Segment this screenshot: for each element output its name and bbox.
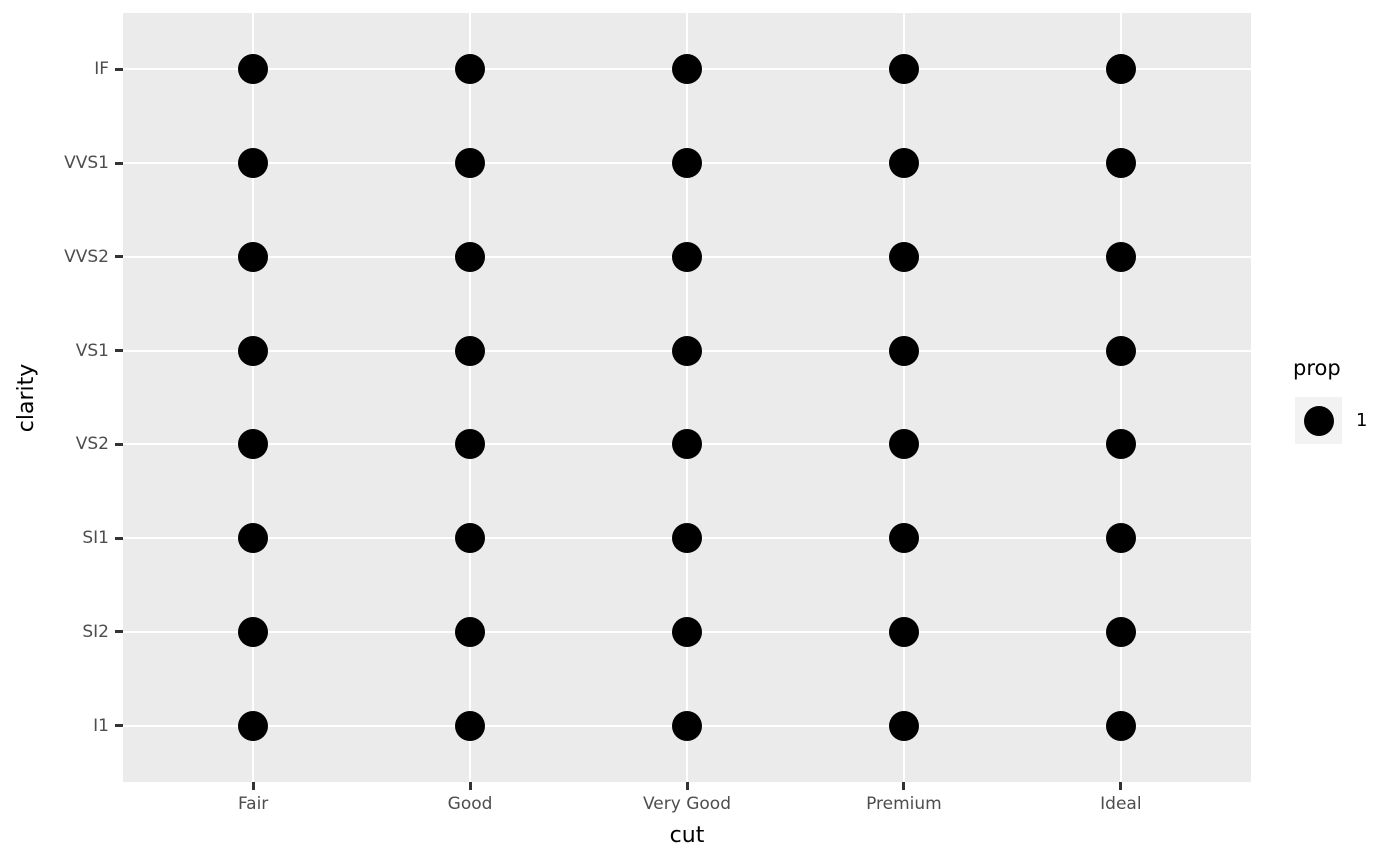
data-point bbox=[455, 429, 486, 460]
data-point bbox=[238, 335, 269, 366]
y-tick-label: VS2 bbox=[75, 434, 109, 455]
x-tick-mark bbox=[1119, 782, 1123, 790]
x-axis-title: cut bbox=[669, 823, 705, 848]
data-point bbox=[672, 335, 702, 366]
data-point bbox=[1105, 54, 1136, 85]
data-point bbox=[888, 148, 919, 179]
major-gridline-vertical bbox=[902, 13, 905, 782]
data-point bbox=[672, 710, 702, 741]
data-point bbox=[455, 616, 486, 647]
x-tick-label: Good bbox=[447, 794, 493, 814]
data-point bbox=[1105, 710, 1136, 741]
data-point bbox=[888, 429, 919, 460]
data-point bbox=[672, 523, 702, 554]
data-point bbox=[455, 148, 486, 179]
legend-key bbox=[1295, 397, 1342, 444]
legend-title: prop bbox=[1293, 356, 1341, 380]
x-tick-label: Very Good bbox=[643, 794, 731, 814]
data-point bbox=[238, 54, 269, 85]
data-point bbox=[455, 523, 486, 554]
data-point bbox=[1105, 241, 1136, 272]
y-tick-mark bbox=[115, 67, 123, 71]
data-point bbox=[672, 616, 702, 647]
data-point bbox=[455, 54, 486, 85]
y-tick-label: IF bbox=[94, 59, 109, 80]
data-point bbox=[888, 335, 919, 366]
x-tick-label: Premium bbox=[866, 794, 942, 814]
x-tick-label: Ideal bbox=[1100, 794, 1142, 814]
major-gridline-vertical bbox=[469, 13, 472, 782]
x-tick-mark bbox=[685, 782, 689, 790]
data-point bbox=[888, 616, 919, 647]
data-point bbox=[238, 710, 269, 741]
major-gridline-vertical bbox=[252, 13, 255, 782]
data-point bbox=[1105, 523, 1136, 554]
data-point bbox=[238, 523, 269, 554]
data-point bbox=[672, 429, 702, 460]
y-tick-mark bbox=[115, 442, 123, 446]
legend-label: 1 bbox=[1356, 410, 1368, 431]
x-tick-mark bbox=[468, 782, 472, 790]
data-point bbox=[238, 429, 269, 460]
x-tick-label: Fair bbox=[237, 794, 269, 814]
data-point bbox=[455, 710, 486, 741]
y-tick-mark bbox=[115, 161, 123, 165]
x-tick-mark bbox=[251, 782, 255, 790]
data-point bbox=[672, 148, 702, 179]
y-tick-mark bbox=[115, 255, 123, 259]
data-point bbox=[238, 616, 269, 647]
data-point bbox=[672, 54, 702, 85]
data-point bbox=[888, 241, 919, 272]
plot-panel bbox=[123, 13, 1251, 782]
y-tick-label: SI2 bbox=[82, 621, 109, 642]
y-tick-label: SI1 bbox=[82, 528, 109, 549]
data-point bbox=[888, 54, 919, 85]
y-tick-label: VVS1 bbox=[64, 153, 109, 174]
y-axis-title: clarity bbox=[14, 363, 39, 432]
y-tick-label: I1 bbox=[93, 715, 109, 736]
major-gridline-vertical bbox=[686, 13, 688, 782]
y-tick-label: VS1 bbox=[75, 340, 109, 361]
y-tick-label: VVS2 bbox=[64, 246, 109, 267]
data-point bbox=[1105, 429, 1136, 460]
y-tick-mark bbox=[115, 349, 123, 353]
data-point bbox=[238, 241, 269, 272]
major-gridline-vertical bbox=[1119, 13, 1122, 782]
y-tick-mark bbox=[115, 724, 123, 728]
legend-point-icon bbox=[1303, 405, 1334, 436]
data-point bbox=[238, 148, 269, 179]
x-tick-mark bbox=[902, 782, 906, 790]
y-tick-mark bbox=[115, 536, 123, 540]
data-point bbox=[455, 335, 486, 366]
data-point bbox=[455, 241, 486, 272]
y-tick-mark bbox=[115, 630, 123, 634]
data-point bbox=[1105, 148, 1136, 179]
data-point bbox=[1105, 335, 1136, 366]
data-point bbox=[888, 523, 919, 554]
data-point bbox=[1105, 616, 1136, 647]
data-point bbox=[672, 241, 702, 272]
data-point bbox=[888, 710, 919, 741]
